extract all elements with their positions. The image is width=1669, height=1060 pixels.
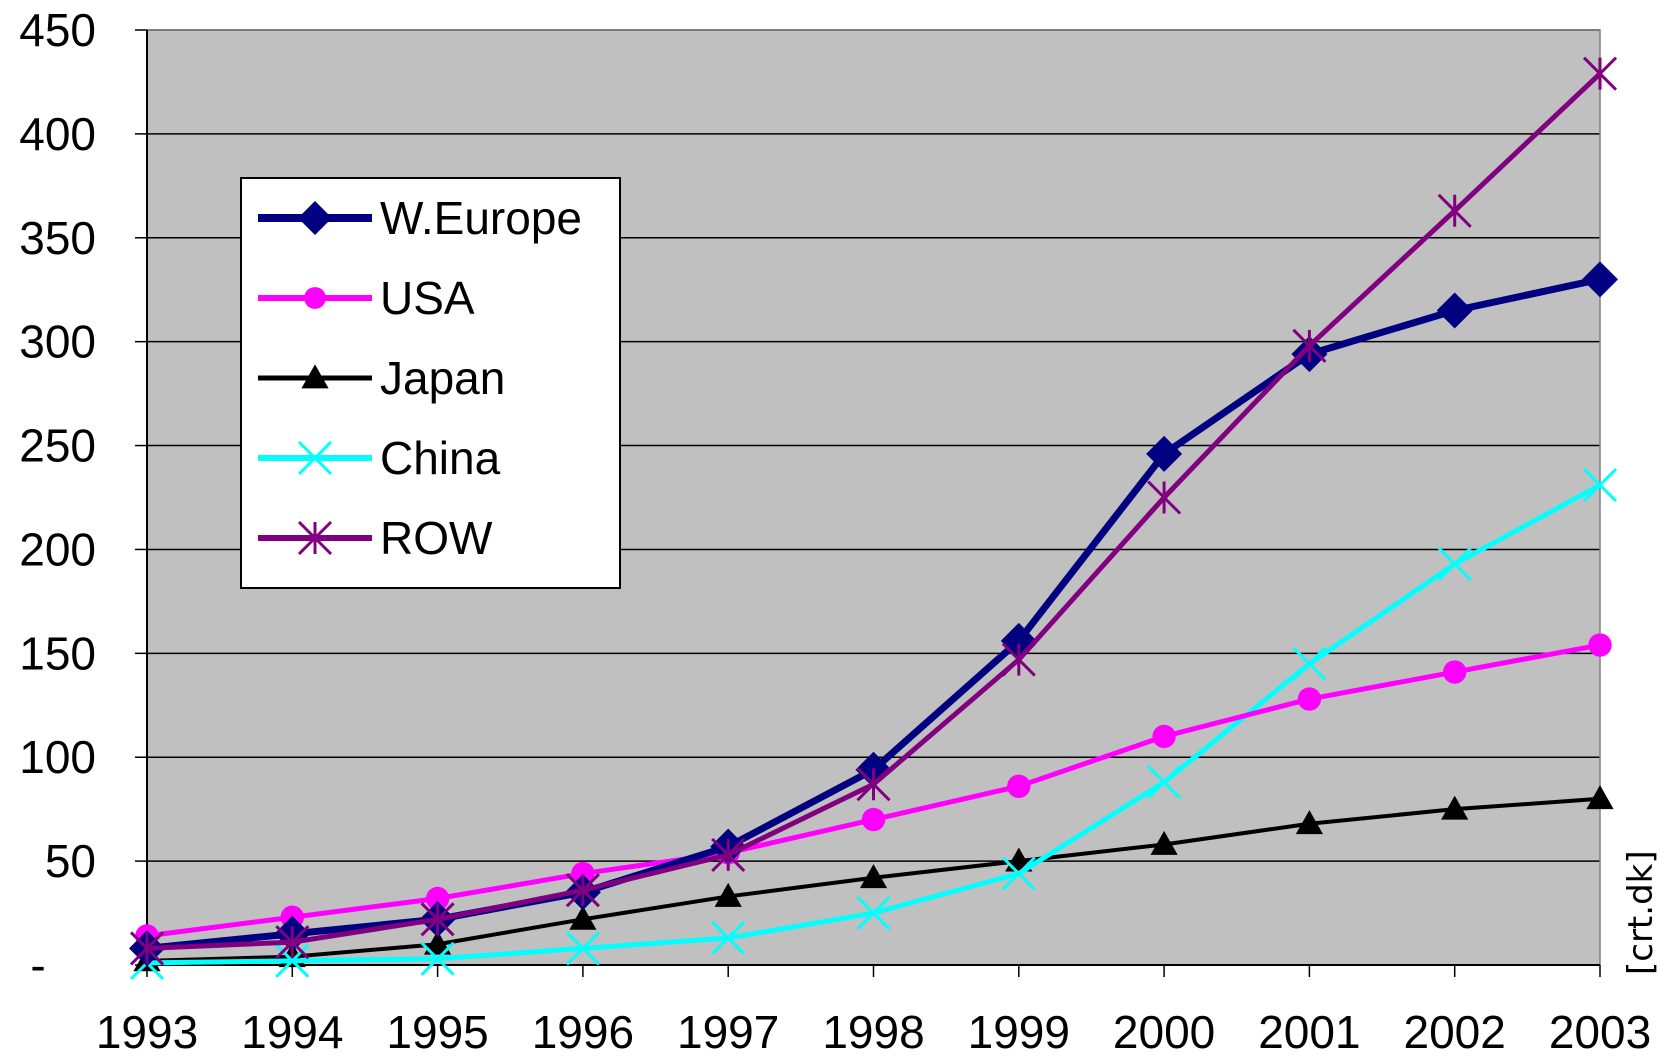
y-axis: -50 100 150 200 250 300 350 400 450 [19,4,148,991]
legend-item: Japan [258,352,505,404]
data-point [856,895,891,931]
y-tick-label: 100 [19,731,96,783]
data-point [1001,856,1036,891]
data-point [1443,660,1467,684]
data-point [711,837,746,872]
data-point [711,920,746,956]
y-tick-label: - [30,939,45,991]
data-point [565,931,600,966]
legend-box [240,177,621,589]
legend-marker [304,287,326,309]
x-tick-label: 1999 [968,1006,1070,1058]
credit-label: [crt.dk] [1621,850,1661,975]
data-point [861,807,886,832]
data-point [129,931,165,966]
legend-marker [297,440,333,476]
data-point [420,902,455,937]
data-point [1297,687,1322,711]
data-point [275,925,310,960]
y-tick-label: 450 [19,4,96,56]
data-point [565,873,600,908]
data-point [1001,642,1036,677]
data-point [1582,261,1618,298]
data-point [569,905,597,930]
data-point [1582,467,1618,503]
x-tick-label: 2001 [1258,1006,1360,1058]
series-row [129,56,1618,966]
legend-marker [298,201,332,235]
legend-item: W.Europe [258,192,582,244]
x-tick-label: 1995 [386,1006,488,1058]
data-point [1152,724,1176,749]
data-point [1007,774,1031,799]
data-point [859,864,888,889]
legend-label: Japan [380,352,505,404]
y-tick-label: 150 [19,627,96,679]
x-axis: 1993 1994 1995 1996 1997 1998 1999 2000 2001 2002… [96,964,1651,1058]
x-tick-label: 2003 [1549,1006,1651,1058]
x-tick-label: 1998 [822,1006,924,1058]
data-point [1147,480,1182,515]
data-point [1441,795,1469,820]
data-point [1147,765,1182,800]
legend-marker [297,520,333,556]
y-tick-label: 250 [19,420,96,472]
series-lines [129,56,1618,980]
data-point [1146,435,1183,472]
data-point [1292,646,1327,681]
y-tick-label: 400 [19,108,96,160]
data-point [714,882,742,907]
data-point [1295,810,1323,835]
data-point [424,930,452,955]
legend-label: ROW [380,512,493,564]
y-tick-label: 300 [19,316,96,368]
data-point [1437,193,1472,228]
data-point [1588,633,1612,657]
legend-item: ROW [258,512,493,564]
x-tick-label: 1993 [96,1006,198,1058]
y-tick-label: 50 [45,835,96,887]
x-tick-label: 1997 [677,1006,779,1058]
legend-label: China [380,432,501,484]
legend-label: USA [380,272,475,324]
data-point [1150,830,1178,855]
data-point [571,861,595,886]
series-china [129,467,1618,980]
legend-marker [301,364,329,389]
legend: W.Europe USA Japan China ROW [240,177,621,589]
x-tick-label: 1996 [532,1006,634,1058]
y-tick-label: 350 [19,212,96,264]
data-point [1586,785,1614,810]
data-point [1437,546,1472,582]
data-point [856,767,891,802]
data-point [275,943,310,978]
x-tick-label: 2002 [1404,1006,1506,1058]
x-tick-label: 2000 [1113,1006,1215,1058]
data-point [425,886,450,911]
data-point [1582,56,1618,91]
legend-item: China [258,432,501,484]
legend-item: USA [258,272,475,324]
x-tick-label: 1994 [241,1006,343,1058]
data-point [1436,292,1473,329]
legend-label: W.Europe [380,192,582,244]
data-point [420,941,455,976]
y-tick-label: 200 [19,523,96,575]
data-point [1292,328,1327,363]
